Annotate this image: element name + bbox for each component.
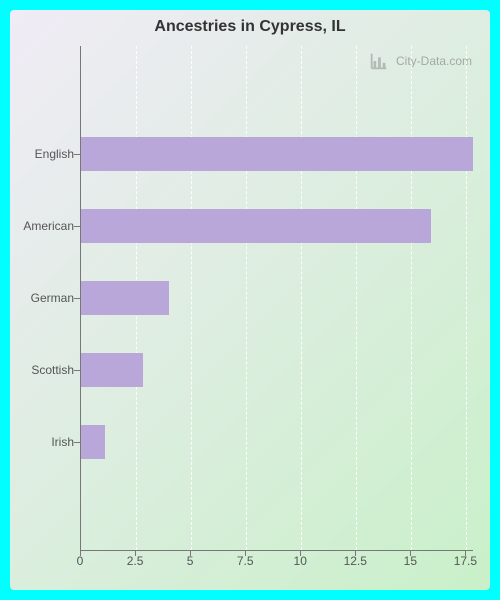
bar-american <box>81 209 431 244</box>
x-tick-label: 7.5 <box>237 554 254 568</box>
x-tick-label: 15 <box>404 554 417 568</box>
y-tick-label: American <box>14 219 74 233</box>
y-tick-mark <box>74 442 80 443</box>
gridline <box>356 46 357 550</box>
ancestry-bar-chart: Ancestries in Cypress, IL City-Data.com … <box>10 10 490 590</box>
x-tick-label: 2.5 <box>127 554 144 568</box>
x-tick-label: 10 <box>294 554 307 568</box>
x-tick-label: 17.5 <box>454 554 477 568</box>
y-tick-label: English <box>14 147 74 161</box>
y-tick-label: German <box>14 291 74 305</box>
y-tick-mark <box>74 370 80 371</box>
gridline <box>191 46 192 550</box>
x-tick-label: 12.5 <box>344 554 367 568</box>
chart-title: Ancestries in Cypress, IL <box>10 18 490 36</box>
gridline <box>246 46 247 550</box>
y-tick-mark <box>74 154 80 155</box>
y-tick-label: Scottish <box>14 363 74 377</box>
x-tick-label: 0 <box>77 554 84 568</box>
bar-english <box>81 137 473 172</box>
x-tick-label: 5 <box>187 554 194 568</box>
gridline <box>411 46 412 550</box>
bar-scottish <box>81 353 143 388</box>
y-tick-mark <box>74 298 80 299</box>
gridline <box>301 46 302 550</box>
plot-area <box>80 46 473 551</box>
bar-german <box>81 281 169 316</box>
y-tick-label: Irish <box>14 435 74 449</box>
y-tick-mark <box>74 226 80 227</box>
page-background: Ancestries in Cypress, IL City-Data.com … <box>0 0 500 600</box>
gridline <box>466 46 467 550</box>
bar-irish <box>81 425 105 460</box>
